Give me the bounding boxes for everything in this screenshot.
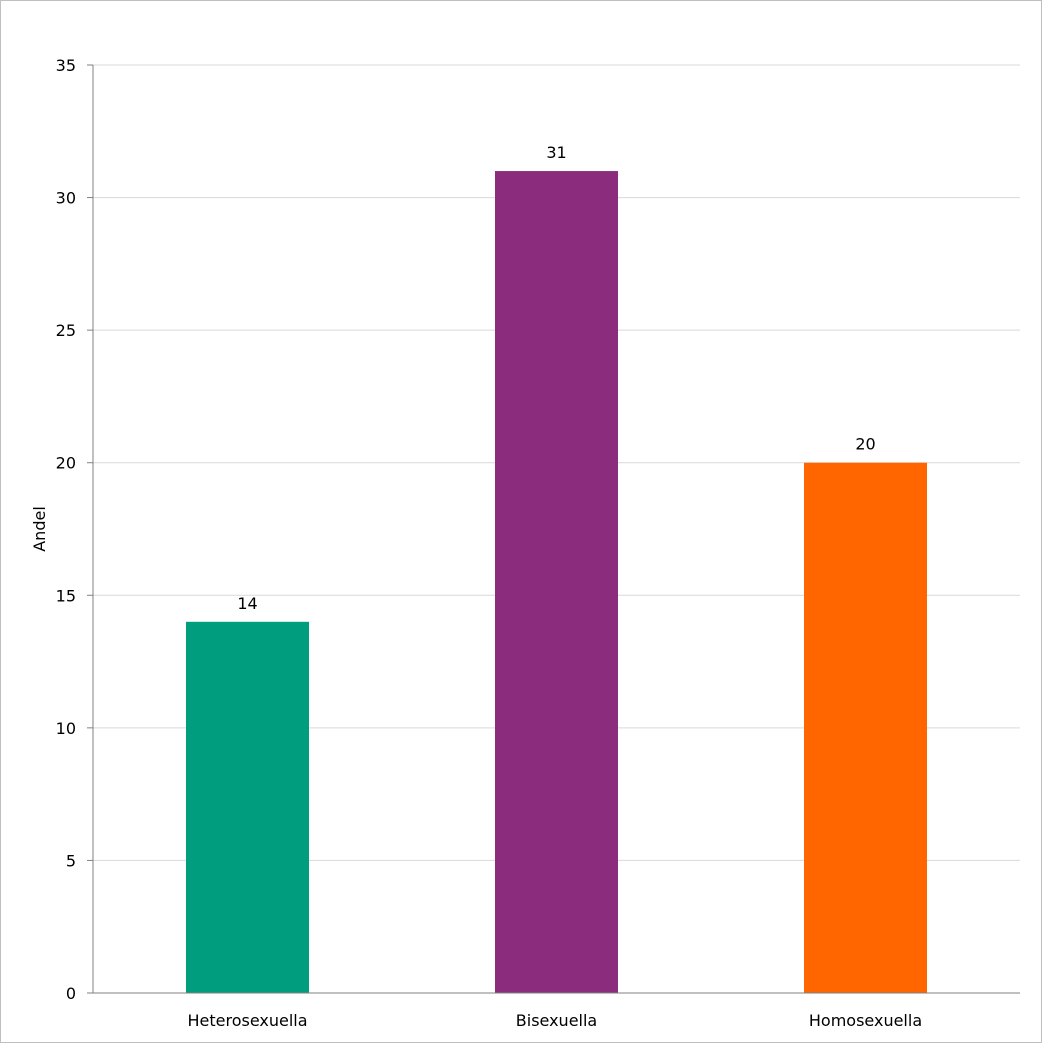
y-tick-label: 0: [66, 984, 76, 1003]
y-tick-label: 35: [56, 56, 76, 75]
axes: [92, 65, 1020, 994]
y-tick-label: 30: [56, 189, 76, 208]
bar-bisexuella: [495, 171, 618, 994]
bar-heterosexuella: [186, 621, 309, 993]
data-label: 14: [237, 594, 257, 613]
category-label: Heterosexuella: [187, 1011, 307, 1030]
y-tick-labels: 0 5 10 15 20 25 30 35: [56, 56, 76, 1003]
data-labels: 14 31 20: [237, 143, 875, 613]
y-tick-label: 20: [56, 454, 76, 473]
y-tick-label: 10: [56, 719, 76, 738]
y-tick-label: 15: [56, 586, 76, 605]
data-label: 20: [855, 435, 875, 454]
y-tick-label: 25: [56, 321, 76, 340]
category-labels: Heterosexuella Bisexuella Homosexuella: [187, 1011, 922, 1030]
y-tick-label: 5: [66, 851, 76, 870]
bar-homosexuella: [804, 462, 927, 993]
y-axis-title: Andel: [30, 506, 49, 552]
category-label: Homosexuella: [809, 1011, 922, 1030]
data-label: 31: [546, 143, 566, 162]
bars: [186, 171, 927, 994]
category-label: Bisexuella: [516, 1011, 597, 1030]
